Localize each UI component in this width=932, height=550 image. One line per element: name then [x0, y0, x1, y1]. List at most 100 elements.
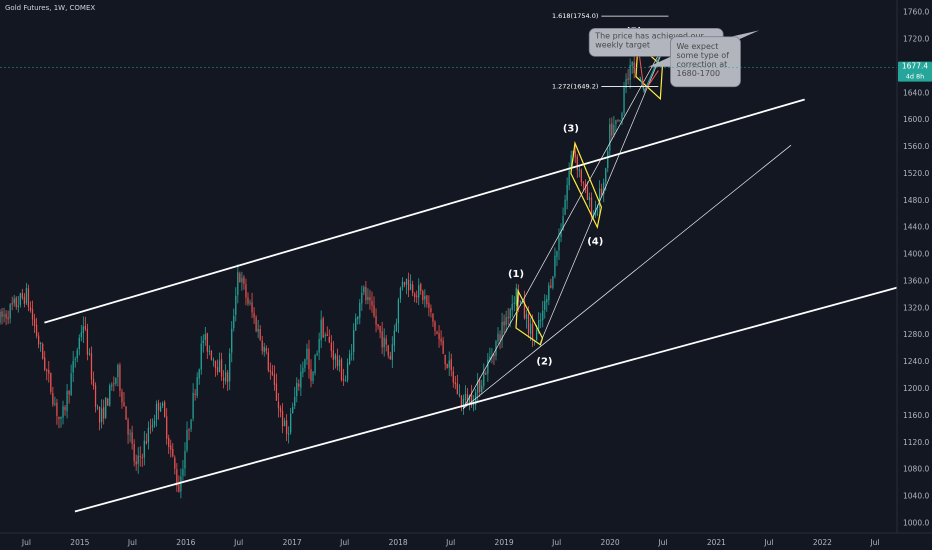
candle-body — [296, 382, 298, 397]
candle-body — [227, 372, 229, 383]
candle-body — [44, 357, 46, 370]
candle-body — [206, 333, 208, 352]
time-axis-panel[interactable] — [0, 533, 932, 550]
candle-body — [550, 285, 552, 288]
candle-body — [477, 381, 479, 393]
callout-text: We expect some type of correction at 1680-1… — [676, 42, 729, 78]
candle-body — [117, 364, 119, 378]
candle-body — [111, 384, 113, 387]
candle-body — [235, 295, 237, 315]
candle-body — [357, 316, 359, 320]
candle-body — [497, 333, 499, 342]
candle-body — [216, 367, 219, 373]
candle-body — [164, 401, 166, 417]
candle-body — [269, 370, 271, 372]
candle-body — [334, 354, 337, 360]
candle-body — [460, 395, 463, 407]
candle-body — [462, 398, 465, 407]
candle-body — [558, 237, 560, 251]
annotations-layer: The price has achieved our weekly target W… — [588, 27, 760, 88]
candle-body — [92, 379, 95, 386]
price-tick-label: 1560.0 — [903, 142, 929, 151]
candle-body — [218, 360, 221, 373]
candle-body — [609, 124, 611, 151]
candle-body — [381, 331, 383, 348]
candle-body — [509, 309, 511, 319]
callout-line: weekly target — [595, 40, 650, 49]
candle-body — [54, 403, 56, 405]
candle-body — [40, 342, 42, 344]
candle-body — [212, 359, 215, 361]
symbol-title[interactable]: Gold Futures, 1W, COMEX — [5, 4, 96, 12]
candles-layer — [0, 56, 637, 499]
candle-body — [375, 316, 377, 325]
candle-body — [582, 182, 585, 184]
price-tick-label: 1040.0 — [903, 492, 929, 501]
candle-body — [166, 416, 168, 439]
candle-body — [479, 380, 481, 393]
candle-body — [590, 197, 593, 218]
candle-body — [468, 395, 471, 405]
candle-body — [391, 344, 393, 360]
candle-body — [168, 438, 170, 447]
candle-body — [574, 151, 576, 158]
time-tick-label: Jul — [445, 538, 455, 547]
candle-body — [273, 374, 276, 385]
candle-body — [48, 369, 50, 374]
candle-body — [182, 469, 184, 476]
candle-body — [129, 433, 131, 435]
candle-body — [237, 272, 239, 295]
candle-body — [86, 328, 89, 355]
candle-body — [599, 188, 601, 207]
price-tick-label: 1000.0 — [903, 518, 929, 527]
fib-label: 1.272(1649.2) — [552, 83, 598, 91]
candle-body — [422, 291, 424, 301]
price-tick-label: 1520.0 — [903, 169, 929, 178]
price-tick-label: 1640.0 — [903, 88, 929, 97]
candle-body — [204, 334, 206, 340]
candle-body — [214, 360, 217, 369]
candle-body — [336, 355, 339, 367]
candle-body — [155, 403, 158, 420]
candle-body — [241, 278, 243, 283]
candle-body — [367, 296, 369, 301]
current-price-badge: 1677.4 4d 8h — [898, 61, 932, 82]
candle-body — [271, 371, 274, 375]
candle-body — [399, 288, 402, 299]
candle-body — [395, 322, 398, 332]
candle-body — [58, 416, 60, 420]
candle-body — [552, 276, 554, 288]
trend-line — [462, 36, 669, 409]
callout-line: correction at — [676, 60, 727, 69]
candle-body — [430, 308, 432, 313]
candle-body — [328, 337, 330, 343]
candle-body — [548, 285, 550, 300]
candle-body — [98, 406, 101, 423]
candle-body — [109, 385, 111, 406]
candle-body — [442, 340, 444, 354]
callout-text: The price has achieved our weekly target — [594, 31, 704, 49]
candle-body — [192, 392, 194, 419]
candle-body — [13, 298, 15, 304]
wave-label: (1) — [508, 269, 524, 280]
candle-body — [275, 383, 278, 401]
candle-body — [190, 419, 192, 430]
candle-body — [580, 169, 582, 183]
candle-body — [629, 64, 631, 81]
candle-body — [540, 319, 542, 321]
candle-body — [361, 292, 363, 304]
candle-body — [261, 340, 263, 351]
candle-body — [283, 420, 286, 427]
candle-body — [76, 350, 78, 359]
candle-body — [3, 314, 5, 317]
candle-body — [464, 394, 467, 401]
candle-body — [446, 363, 448, 369]
candle-body — [619, 119, 621, 121]
callout-line: We expect — [676, 42, 718, 51]
price-axis-panel[interactable] — [897, 0, 932, 533]
candle-body — [37, 335, 40, 345]
candle-body — [50, 372, 52, 392]
candle-body — [161, 403, 164, 406]
